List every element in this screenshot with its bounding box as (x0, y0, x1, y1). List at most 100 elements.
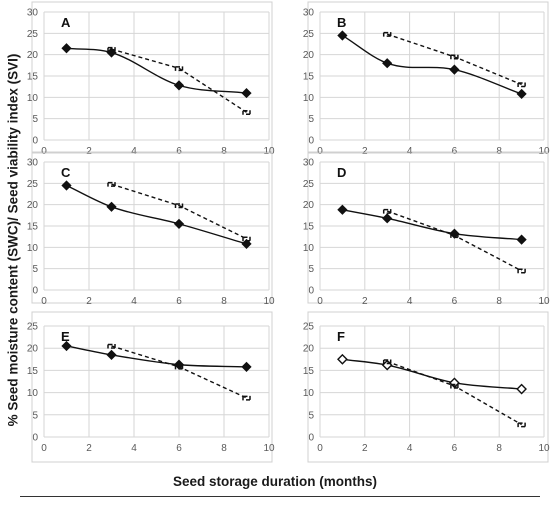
data-point-diamond (449, 64, 460, 75)
data-point-diamond (61, 340, 72, 352)
y-tick-label: 10 (303, 243, 315, 254)
x-tick-label: 2 (86, 296, 92, 307)
y-tick-label: 0 (32, 286, 38, 297)
series-line-solid (342, 34, 522, 95)
data-point-diamond (382, 58, 393, 69)
chart-panel-e: 0 5 10 15 20 25 0 2 4 6 8 10 E (27, 311, 275, 463)
x-tick-label: 4 (131, 146, 137, 157)
data-point-bracket (242, 236, 251, 242)
panel-label: A (61, 15, 71, 30)
x-tick-label: 4 (131, 443, 137, 454)
x-tick-label: 2 (86, 146, 92, 157)
data-point-diamond (173, 80, 185, 91)
x-tick-label: 10 (538, 443, 550, 454)
x-tick-label: 4 (407, 443, 413, 454)
x-tick-label: 8 (496, 443, 502, 454)
x-tick-label: 0 (41, 146, 47, 157)
y-tick-label: 5 (32, 410, 38, 421)
y-tick-label: 30 (27, 8, 39, 19)
y-tick-label: 10 (303, 388, 315, 399)
series-line-solid (342, 209, 522, 241)
chart-panel-b: 0 5 10 15 20 25 30 0 2 4 6 8 10 B (303, 1, 550, 157)
panel-border (31, 152, 273, 304)
y-tick-label: 20 (303, 200, 315, 211)
data-point-bracket (242, 395, 251, 401)
x-tick-label: 10 (263, 443, 275, 454)
data-point-diamond (337, 353, 348, 365)
data-point-bracket (450, 54, 459, 60)
y-tick-label: 20 (27, 200, 39, 211)
x-tick-label: 4 (407, 296, 413, 307)
y-tick-label: 5 (308, 264, 314, 275)
y-tick-label: 10 (27, 93, 39, 104)
x-tick-label: 8 (221, 296, 227, 307)
data-point-bracket (517, 82, 526, 88)
x-tick-label: 8 (221, 146, 227, 157)
y-tick-label: 20 (27, 344, 39, 355)
y-tick-label: 20 (303, 344, 315, 355)
data-point-diamond (61, 180, 72, 191)
y-tick-label: 5 (32, 264, 38, 275)
x-tick-label: 0 (317, 296, 323, 307)
data-point-diamond (516, 234, 527, 245)
x-tick-label: 10 (538, 146, 550, 157)
data-point-diamond (61, 43, 72, 54)
data-point-bracket (107, 343, 116, 349)
x-tick-label: 8 (221, 443, 227, 454)
y-tick-label: 30 (27, 158, 39, 169)
y-tick-label: 20 (303, 50, 315, 61)
y-tick-label: 20 (27, 50, 39, 61)
y-tick-label: 30 (303, 158, 315, 169)
data-point-diamond (241, 361, 252, 372)
y-tick-label: 10 (27, 388, 39, 399)
data-point-diamond (241, 238, 252, 250)
data-point-bracket (517, 422, 526, 428)
series-line-dashed (386, 210, 522, 272)
data-point-bracket (450, 233, 459, 239)
data-point-diamond (337, 30, 348, 41)
data-point-bracket (107, 46, 116, 52)
panel-label: F (337, 329, 345, 344)
x-tick-label: 8 (496, 146, 502, 157)
y-tick-label: 0 (308, 286, 314, 297)
y-tick-label: 30 (303, 8, 315, 19)
x-tick-label: 10 (263, 146, 275, 157)
x-tick-label: 10 (263, 296, 275, 307)
y-tick-label: 15 (27, 72, 39, 83)
x-tick-label: 2 (362, 146, 368, 157)
y-tick-label: 10 (303, 93, 315, 104)
x-tick-label: 0 (317, 443, 323, 454)
series-line-solid (342, 358, 522, 390)
data-point-bracket (107, 181, 116, 187)
x-tick-label: 6 (176, 146, 182, 157)
y-tick-label: 25 (27, 29, 39, 40)
x-tick-label: 4 (407, 146, 413, 157)
y-tick-label: 0 (32, 136, 38, 147)
data-point-bracket (382, 31, 392, 37)
y-tick-label: 10 (27, 243, 39, 254)
y-tick-label: 15 (27, 366, 39, 377)
x-tick-label: 6 (452, 146, 458, 157)
series-line-dashed (386, 33, 522, 86)
panel-label: E (61, 329, 70, 344)
y-tick-label: 5 (308, 114, 314, 125)
y-tick-label: 25 (303, 29, 315, 40)
y-tick-label: 15 (303, 366, 315, 377)
bottom-divider (20, 496, 540, 497)
x-tick-label: 2 (362, 296, 368, 307)
panel-border (307, 1, 549, 153)
x-tick-label: 6 (176, 443, 182, 454)
data-point-diamond (106, 349, 117, 360)
x-tick-label: 2 (362, 443, 368, 454)
x-tick-label: 6 (452, 296, 458, 307)
series-line-dashed (111, 48, 247, 113)
series-line-dashed (111, 345, 247, 399)
data-point-bracket (242, 110, 251, 116)
x-tick-label: 6 (176, 296, 182, 307)
series-line-dashed (386, 360, 522, 426)
y-tick-label: 0 (308, 433, 314, 444)
chart-panel-f: 0 5 10 15 20 25 0 2 4 6 8 10 F (303, 311, 550, 463)
panel-border (307, 152, 549, 304)
chart-panel-a: 0 5 10 15 20 25 30 0 2 4 6 8 10 A (27, 1, 275, 157)
